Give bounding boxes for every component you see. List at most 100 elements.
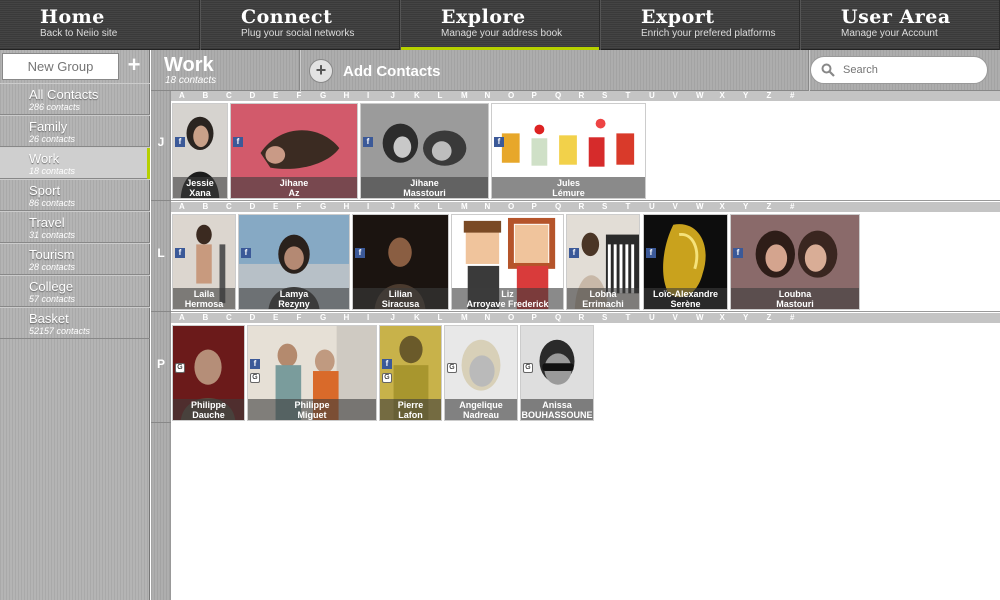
contact-card[interactable]: f Loubna Mastouri bbox=[730, 214, 860, 310]
search-input[interactable] bbox=[843, 64, 973, 76]
contact-card[interactable]: f G Philippe Miguet bbox=[247, 325, 377, 421]
nav-home[interactable]: Home Back to Neiio site bbox=[0, 0, 200, 50]
alphabet-letter[interactable]: Z bbox=[766, 313, 772, 322]
alphabet-letter[interactable]: F bbox=[296, 202, 302, 211]
alphabet-letter[interactable]: M bbox=[461, 202, 468, 211]
alphabet-letter[interactable]: K bbox=[414, 313, 420, 322]
alphabet-letter[interactable]: J bbox=[390, 313, 395, 322]
alphabet-letter[interactable]: C bbox=[226, 202, 232, 211]
alphabet-letter[interactable]: X bbox=[719, 91, 725, 100]
alphabet-letter[interactable]: W bbox=[696, 91, 704, 100]
alphabet-letter[interactable]: D bbox=[249, 91, 256, 100]
sidebar-item-college[interactable]: College 57 contacts bbox=[0, 275, 150, 307]
sidebar-item-all-contacts[interactable]: All Contacts 286 contacts bbox=[0, 83, 150, 115]
alphabet-letter[interactable]: V bbox=[672, 313, 678, 322]
nav-user-area[interactable]: User Area Manage your Account bbox=[800, 0, 1000, 50]
alphabet-letter[interactable]: I bbox=[367, 313, 370, 322]
alphabet-letter[interactable]: I bbox=[367, 91, 370, 100]
contact-card[interactable]: f Jessie Xana bbox=[172, 103, 228, 199]
alphabet-letter[interactable]: M bbox=[461, 313, 468, 322]
alphabet-letter[interactable]: A bbox=[179, 91, 185, 100]
alphabet-letter[interactable]: T bbox=[625, 313, 631, 322]
alphabet-letter[interactable]: B bbox=[202, 91, 209, 100]
contact-card[interactable]: f Jihane Masstouri bbox=[360, 103, 489, 199]
alphabet-letter[interactable]: F bbox=[296, 91, 302, 100]
alphabet-letter[interactable]: J bbox=[390, 91, 395, 100]
add-group-button[interactable]: + bbox=[127, 52, 141, 77]
contact-card[interactable]: G Philippe Dauche bbox=[172, 325, 245, 421]
contact-card[interactable]: f Jules Lémure bbox=[491, 103, 646, 199]
contact-card[interactable]: f Jihane Az bbox=[230, 103, 358, 199]
contact-card[interactable]: f Lilian Siracusa bbox=[352, 214, 449, 310]
contact-card[interactable]: f Loïc-Alexandre Serène bbox=[643, 214, 728, 310]
alphabet-letter[interactable]: J bbox=[390, 202, 395, 211]
alphabet-letter[interactable]: H bbox=[343, 313, 350, 322]
alphabet-letter[interactable]: I bbox=[367, 202, 370, 211]
contact-card[interactable]: f Lamya Rezyny bbox=[238, 214, 350, 310]
alphabet-letter[interactable]: P bbox=[531, 91, 537, 100]
alphabet-letter[interactable]: H bbox=[343, 91, 350, 100]
alphabet-letter[interactable]: W bbox=[696, 202, 704, 211]
contact-card[interactable]: f G Pierre Lafon bbox=[379, 325, 442, 421]
search-box[interactable] bbox=[810, 56, 988, 84]
alphabet-letter[interactable]: O bbox=[508, 202, 515, 211]
alphabet-letter[interactable]: Q bbox=[555, 202, 562, 211]
alphabet-letter[interactable]: O bbox=[508, 313, 515, 322]
alphabet-letter[interactable]: E bbox=[273, 313, 279, 322]
contact-card[interactable]: G Angelique Nadreau bbox=[444, 325, 518, 421]
alphabet-letter[interactable]: # bbox=[790, 91, 795, 100]
contact-card[interactable]: G Anissa BOUHASSOUNE bbox=[520, 325, 594, 421]
alphabet-letter[interactable]: X bbox=[719, 202, 725, 211]
alphabet-letter[interactable]: Q bbox=[555, 91, 562, 100]
sidebar-item-sport[interactable]: Sport 86 contacts bbox=[0, 179, 150, 211]
alphabet-letter[interactable]: T bbox=[625, 202, 631, 211]
alphabet-letter[interactable]: R bbox=[578, 202, 585, 211]
alphabet-letter[interactable]: S bbox=[602, 313, 608, 322]
sidebar-item-family[interactable]: Family 26 contacts bbox=[0, 115, 150, 147]
alphabet-letter[interactable]: A bbox=[179, 202, 185, 211]
alphabet-letter[interactable]: E bbox=[273, 202, 279, 211]
alphabet-letter[interactable]: R bbox=[578, 313, 585, 322]
alphabet-letter[interactable]: B bbox=[202, 313, 209, 322]
sidebar-item-work[interactable]: Work 18 contacts bbox=[0, 147, 150, 179]
alphabet-letter[interactable]: S bbox=[602, 202, 608, 211]
alphabet-letter[interactable]: L bbox=[437, 313, 443, 322]
add-contacts-button[interactable]: + Add Contacts bbox=[309, 58, 441, 84]
alphabet-letter[interactable]: U bbox=[649, 202, 655, 211]
nav-export[interactable]: Export Enrich your prefered platforms bbox=[600, 0, 800, 50]
alphabet-letter[interactable]: N bbox=[484, 313, 491, 322]
new-group-input[interactable] bbox=[2, 53, 119, 80]
alphabet-letter[interactable]: T bbox=[625, 91, 631, 100]
contact-card[interactable]: f Laila Hermosa bbox=[172, 214, 236, 310]
alphabet-letter[interactable]: G bbox=[320, 91, 327, 100]
alphabet-letter[interactable]: B bbox=[202, 202, 209, 211]
alphabet-letter[interactable]: Y bbox=[743, 313, 749, 322]
sidebar-item-basket[interactable]: Basket 52157 contacts bbox=[0, 307, 150, 339]
nav-explore[interactable]: Explore Manage your address book bbox=[400, 0, 600, 50]
alphabet-letter[interactable]: P bbox=[531, 313, 537, 322]
alphabet-letter[interactable]: O bbox=[508, 91, 515, 100]
alphabet-letter[interactable]: S bbox=[602, 91, 608, 100]
alphabet-letter[interactable]: R bbox=[578, 91, 585, 100]
sidebar-item-tourism[interactable]: Tourism 28 contacts bbox=[0, 243, 150, 275]
alphabet-letter[interactable]: V bbox=[672, 202, 678, 211]
alphabet-letter[interactable]: # bbox=[790, 313, 795, 322]
sidebar-item-travel[interactable]: Travel 31 contacts bbox=[0, 211, 150, 243]
alphabet-letter[interactable]: D bbox=[249, 313, 256, 322]
alphabet-letter[interactable]: C bbox=[226, 91, 232, 100]
alphabet-letter[interactable]: G bbox=[320, 313, 327, 322]
alphabet-letter[interactable]: H bbox=[343, 202, 350, 211]
alphabet-letter[interactable]: W bbox=[696, 313, 704, 322]
alphabet-letter[interactable]: F bbox=[296, 313, 302, 322]
alphabet-letter[interactable]: Z bbox=[766, 202, 772, 211]
alphabet-letter[interactable]: Y bbox=[743, 202, 749, 211]
alphabet-letter[interactable]: C bbox=[226, 313, 232, 322]
alphabet-letter[interactable]: A bbox=[179, 313, 185, 322]
alphabet-letter[interactable]: E bbox=[273, 91, 279, 100]
contact-card[interactable]: f Lobna Errimachi bbox=[566, 214, 640, 310]
alphabet-letter[interactable]: L bbox=[437, 91, 443, 100]
alphabet-letter[interactable]: Y bbox=[743, 91, 749, 100]
nav-connect[interactable]: Connect Plug your social networks bbox=[200, 0, 400, 50]
alphabet-letter[interactable]: G bbox=[320, 202, 327, 211]
alphabet-letter[interactable]: D bbox=[249, 202, 256, 211]
